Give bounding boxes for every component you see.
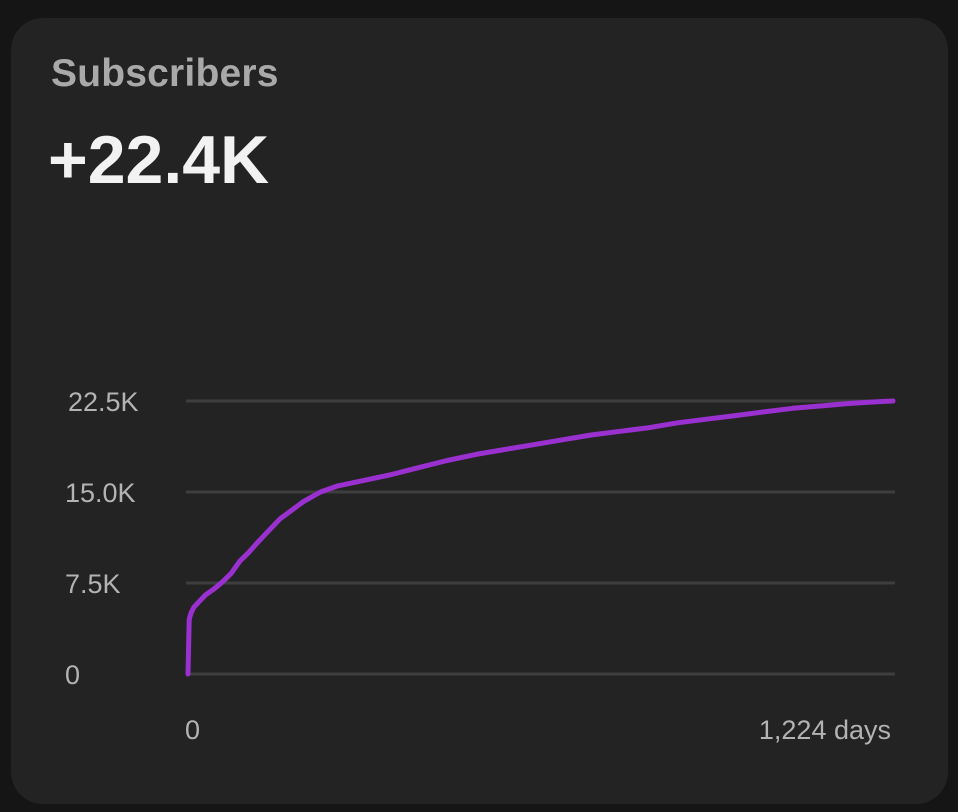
- card-title: Subscribers: [51, 52, 279, 95]
- y-tick-label-0: 0: [65, 660, 80, 690]
- chart-series: [185, 398, 896, 677]
- x-axis-start-label: 0: [185, 715, 200, 745]
- subscriber-change-value: +22.4K: [48, 122, 270, 198]
- y-tick-label-2: 15.0K: [65, 478, 136, 508]
- y-tick-label-1: 7.5K: [65, 569, 121, 599]
- x-axis-end-label: 1,224 days: [759, 715, 891, 745]
- series-line-0: [185, 398, 896, 677]
- chart-grid: [186, 399, 895, 676]
- y-tick-label-3: 22.5K: [68, 387, 139, 417]
- y-axis-ticks: 0 7.5K 15.0K 22.5K: [65, 387, 139, 690]
